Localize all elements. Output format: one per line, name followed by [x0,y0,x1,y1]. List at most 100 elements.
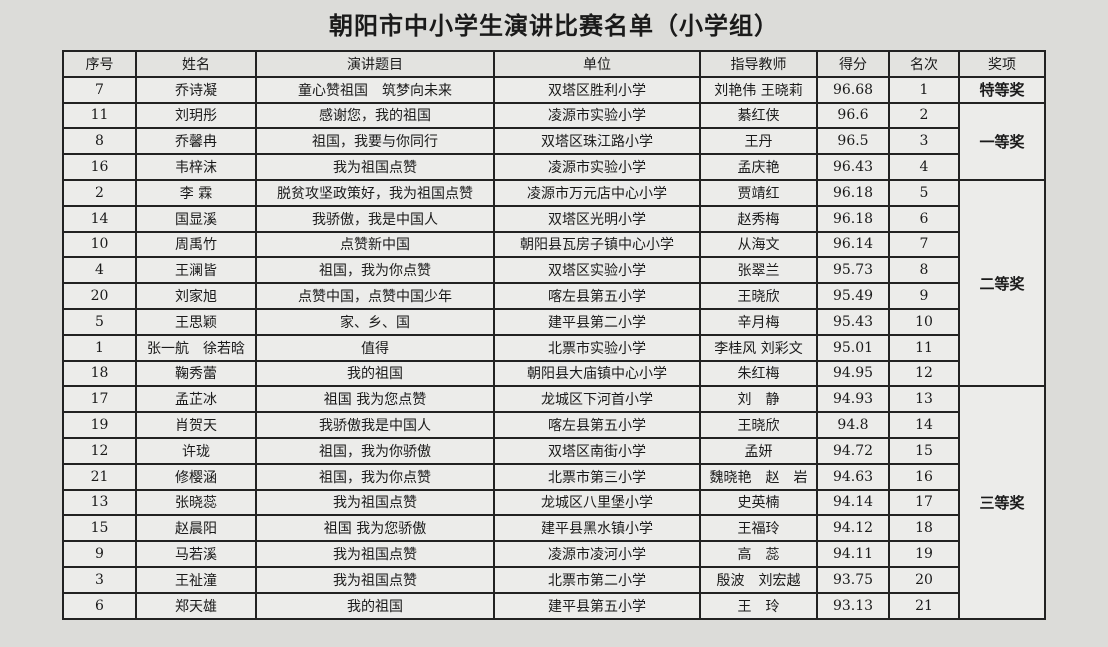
cell-unit: 喀左县第五小学 [493,411,701,439]
cell-number: 19 [62,411,137,439]
cell-rank: 7 [888,230,960,259]
cell-topic: 脱贫攻坚政策好，我为祖国点赞 [255,178,495,207]
cell-name: 乔诗凝 [135,75,257,104]
cell-unit: 建平县第五小学 [493,591,701,620]
table-row: 6 郑天雄 我的祖国 建平县第五小学王 玲 93.13 21 [62,591,1045,620]
cell-number: 9 [62,540,137,568]
cell-teacher: 贾靖红 [699,178,818,207]
cell-topic: 我为祖国点赞 [255,565,495,594]
table-row: 12 许珑 祖国，我为你骄傲 双塔区南街小学 孟妍 94.72 15 [62,436,1045,465]
table-row: 15 赵晨阳 祖国 我为您骄傲 建平县黑水镇小学 王福玲 94.12 18 [62,514,1045,543]
cell-number: 7 [62,75,137,104]
table-row: 10 周禹竹 点赞新中国 朝阳县瓦房子镇中心小学 从海文 96.14 7 [62,230,1045,259]
cell-unit: 龙城区八里堡小学 [493,488,701,517]
cell-unit: 北票市实验小学 [493,333,701,362]
cell-score: 94.8 [816,411,890,439]
cell-teacher: 张翠兰 [699,256,818,285]
cell-teacher: 綦红侠 [699,101,818,130]
cell-award: 一等奖 [958,101,1046,181]
results-table: 序号 姓名 演讲题目 单位 指导教师 得分 名次 奖项 7 乔诗凝 童心赞祖国 筑梦… [62,50,1046,620]
cell-name: 刘家旭 [135,282,257,310]
cell-name: 王思颖 [135,307,257,336]
cell-score: 96.5 [816,127,890,156]
header-number: 序号 [62,50,137,78]
cell-number: 18 [62,359,137,388]
table-row: 19 肖贺天 我骄傲我是中国人 喀左县第五小学 王晓欣 94.8 14 [62,411,1045,439]
cell-score: 95.43 [816,307,890,336]
header-score: 得分 [816,50,890,78]
cell-unit: 建平县第二小学 [493,307,701,336]
cell-number: 21 [62,462,137,491]
cell-unit: 凌源市凌河小学 [493,540,701,568]
cell-teacher: 孟庆艳 [699,153,818,181]
cell-unit: 凌源市万元店中心小学 [493,178,701,207]
table-row: 9 马若溪 我为祖国点赞 凌源市凌河小学高 蕊 94.11 19 [62,540,1045,568]
cell-teacher: 赵秀梅 [699,204,818,233]
cell-teacher: 王晓欣 [699,411,818,439]
cell-score: 96.14 [816,230,890,259]
cell-topic: 我的祖国 [255,591,495,620]
cell-number: 12 [62,436,137,465]
cell-teacher: 王福玲 [699,514,818,543]
cell-rank: 1 [888,75,960,104]
cell-rank: 4 [888,153,960,181]
table-row: 17 孟芷冰 祖国 我为您点赞 龙城区下河首小学刘 静 94.93 13 三等奖 [62,385,1046,620]
cell-score: 94.11 [816,540,890,568]
cell-teacher: 史英楠 [699,488,818,517]
cell-number: 8 [62,127,137,156]
cell-topic: 我为祖国点赞 [255,153,495,181]
cell-rank: 20 [888,565,960,594]
cell-rank: 15 [888,436,960,465]
cell-teacher: 李桂风 刘彩文 [699,333,818,362]
cell-topic: 我骄傲我是中国人 [255,411,495,439]
cell-unit: 北票市第二小学 [493,565,701,594]
cell-unit: 北票市第三小学 [493,462,701,491]
cell-number: 17 [62,385,137,414]
cell-rank: 17 [888,488,960,517]
cell-topic: 值得 [255,333,495,362]
cell-number: 4 [62,256,137,285]
cell-number: 10 [62,230,137,259]
cell-name: 乔馨冉 [135,127,257,156]
cell-rank: 19 [888,540,960,568]
table-row: 11 刘玥彤 感谢您，我的祖国 凌源市实验小学 綦红侠 96.6 2 一等奖 [62,101,1046,181]
cell-unit: 朝阳县瓦房子镇中心小学 [493,230,701,259]
cell-number: 2 [62,178,137,207]
cell-score: 96.68 [816,75,890,104]
cell-number: 6 [62,591,137,620]
cell-name: 刘玥彤 [135,101,257,130]
table-row: 14 国显溪 我骄傲，我是中国人 双塔区光明小学 赵秀梅 96.18 6 [62,204,1045,233]
cell-rank: 5 [888,178,960,207]
cell-number: 16 [62,153,137,181]
cell-unit: 朝阳县大庙镇中心小学 [493,359,701,388]
cell-topic: 祖国 我为您骄傲 [255,514,495,543]
cell-score: 96.6 [816,101,890,130]
cell-topic: 祖国 我为您点赞 [255,385,495,414]
cell-score: 96.18 [816,178,890,207]
table-header: 序号 姓名 演讲题目 单位 指导教师 得分 名次 奖项 [62,50,1046,78]
cell-unit: 凌源市实验小学 [493,101,701,130]
cell-topic: 感谢您，我的祖国 [255,101,495,130]
cell-number: 3 [62,565,137,594]
cell-award: 二等奖 [958,178,1046,388]
cell-score: 95.49 [816,282,890,310]
cell-unit: 双塔区南街小学 [493,436,701,465]
cell-topic: 祖国，我为你点赞 [255,256,495,285]
table-row: 21 修樱涵 祖国，我为你点赞 北票市第三小学 魏晓艳 赵 岩 94.63 16 [62,462,1045,491]
cell-name: 许珑 [135,436,257,465]
table-row: 3 王祉潼 我为祖国点赞 北票市第二小学 殷波 刘宏越 93.75 20 [62,565,1045,594]
cell-name: 王祉潼 [135,565,257,594]
cell-topic: 祖国，我为你骄傲 [255,436,495,465]
cell-award: 三等奖 [958,385,1046,620]
cell-topic: 点赞中国，点赞中国少年 [255,282,495,310]
cell-name: 郑天雄 [135,591,257,620]
table-row: 8 乔馨冉 祖国，我要与你同行 双塔区珠江路小学 王丹 96.5 3 [62,127,1045,156]
cell-score: 96.18 [816,204,890,233]
table-row: 1 张一航 徐若晗 值得 北票市实验小学 李桂风 刘彩文 95.01 11 [62,333,1045,362]
cell-topic: 我为祖国点赞 [255,540,495,568]
cell-score: 94.95 [816,359,890,388]
cell-unit: 建平县黑水镇小学 [493,514,701,543]
cell-unit: 双塔区实验小学 [493,256,701,285]
cell-unit: 喀左县第五小学 [493,282,701,310]
cell-number: 14 [62,204,137,233]
